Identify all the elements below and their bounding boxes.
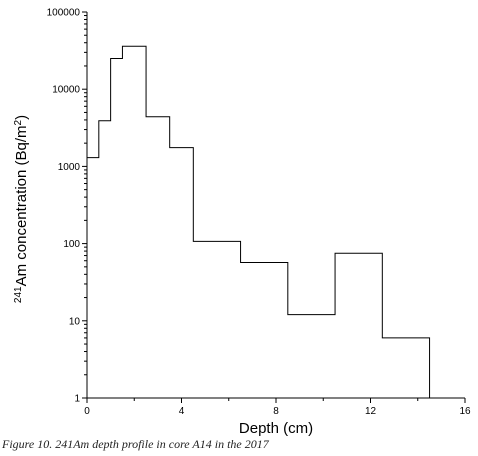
figure-caption: Figure 10. 241Am depth profile in core A… — [2, 437, 269, 451]
y-axis-label-superscript: 241 — [13, 286, 24, 303]
x-tick-label: 0 — [84, 406, 90, 417]
y-tick-label: 100000 — [47, 8, 81, 19]
y-ticks: 1 10 100 1000 10000 100000 — [47, 8, 87, 405]
y-tick-label: 10 — [69, 316, 81, 327]
x-tick-label: 16 — [459, 406, 471, 417]
y-tick-label: 100 — [63, 239, 80, 250]
y-axis-label: 241Am concentration (Bq/m2) — [13, 115, 31, 303]
chart: 0 4 8 12 16 1 10 100 1000 10000 100000 Depth (cm)… — [13, 8, 471, 438]
axes — [86, 12, 465, 399]
x-tick-label: 8 — [273, 406, 279, 417]
x-ticks: 0 4 8 12 16 — [84, 398, 471, 417]
y-tick-label: 1000 — [58, 162, 81, 173]
y-tick-label: 10000 — [52, 85, 80, 96]
y-axis-label-tail: ) — [13, 115, 30, 120]
x-axis-label: Depth (cm) — [239, 420, 313, 437]
y-axis-label-unit-superscript: 2 — [13, 119, 24, 125]
y-axis-label-main: Am concentration (Bq/m — [13, 125, 30, 286]
y-tick-label: 1 — [74, 394, 80, 405]
series-line — [87, 45, 431, 398]
x-tick-label: 4 — [179, 406, 185, 417]
x-tick-label: 12 — [365, 406, 377, 417]
